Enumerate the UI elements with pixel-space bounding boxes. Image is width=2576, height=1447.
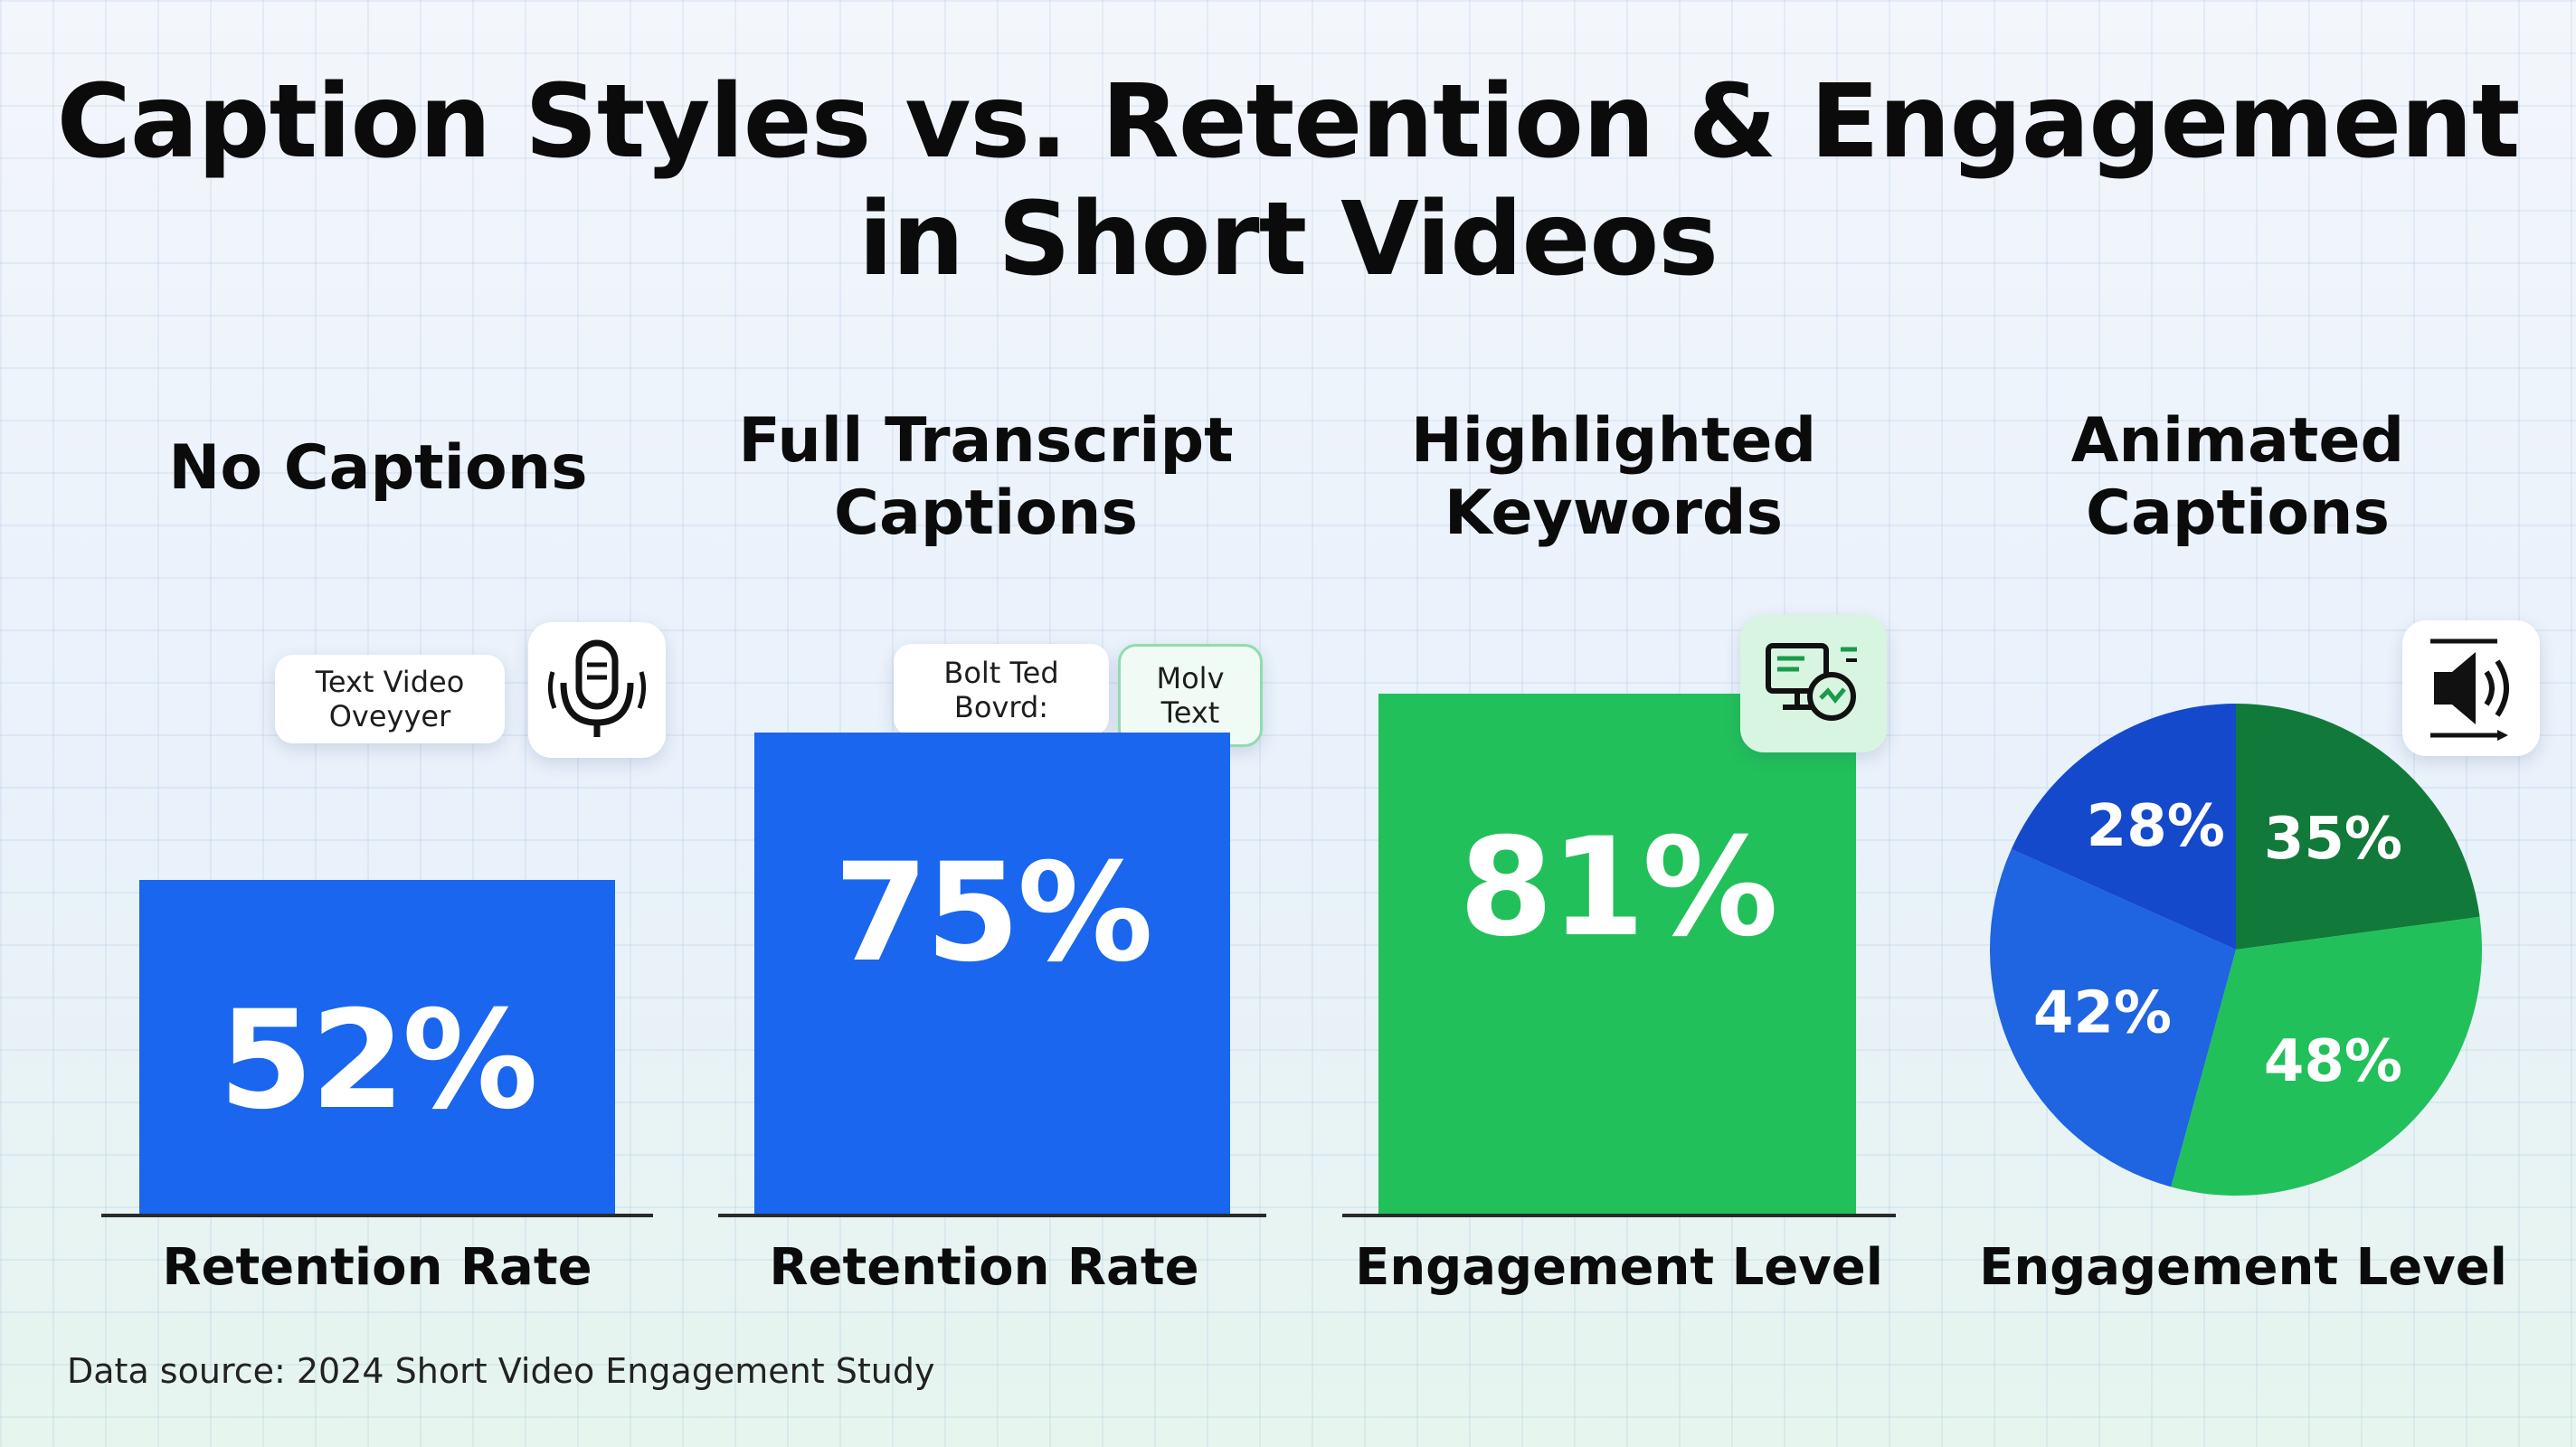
pie-slice-3 bbox=[2011, 704, 2236, 950]
panel-title-animated-captions-line-1: Animated bbox=[2070, 405, 2405, 477]
axis-label-no-captions: Retention Rate bbox=[162, 1238, 592, 1297]
callout-bolt-ted-text: Bolt Ted Bovrd: bbox=[943, 656, 1059, 724]
callout-text-video: Text Video Oveyyer bbox=[275, 655, 505, 743]
pie-chart-animated-captions: 35% 48% 42% 28% bbox=[1990, 704, 2482, 1196]
pie-slice-label-3: 28% bbox=[2087, 793, 2225, 860]
monitor-highlight-icon bbox=[1740, 615, 1887, 752]
bar-value-no-captions: 52% bbox=[218, 981, 538, 1140]
axis-label-animated-captions: Engagement Level bbox=[1979, 1238, 2507, 1297]
microphone-icon bbox=[528, 622, 666, 758]
callout-molv-text: Molv Text bbox=[1118, 644, 1263, 747]
bar-value-highlighted-keywords: 81% bbox=[1458, 809, 1778, 967]
axis-label-full-transcript: Retention Rate bbox=[769, 1238, 1199, 1297]
panel-title-full-transcript-line-1: Full Transcript bbox=[738, 405, 1234, 477]
baseline-highlighted-keywords bbox=[1342, 1214, 1896, 1217]
bar-full-transcript bbox=[754, 732, 1230, 1214]
callout-bolt-ted: Bolt Ted Bovrd: bbox=[894, 644, 1109, 756]
pie-slice-2 bbox=[1990, 848, 2236, 1187]
pie-slice-label-0: 35% bbox=[2264, 806, 2402, 873]
pie-slice-label-1: 48% bbox=[2264, 1028, 2402, 1095]
chart-title: Caption Styles vs. Retention & Engagemen… bbox=[0, 63, 2576, 298]
chart-title-line-2: in Short Videos bbox=[857, 181, 1719, 298]
panel-title-animated-captions-line-2: Captions bbox=[2086, 478, 2390, 549]
data-source-note: Data source: 2024 Short Video Engagement… bbox=[67, 1351, 935, 1391]
panel-title-full-transcript-line-2: Captions bbox=[834, 478, 1138, 549]
baseline-full-transcript bbox=[718, 1214, 1266, 1217]
panel-title-highlighted-keywords-line-2: Keywords bbox=[1444, 478, 1784, 549]
panel-title-animated-captions: Animated Captions bbox=[1921, 405, 2554, 550]
bar-highlighted-keywords bbox=[1378, 693, 1856, 1214]
speaker-icon bbox=[2402, 620, 2540, 756]
baseline-no-captions bbox=[101, 1214, 653, 1217]
panel-title-no-captions: No Captions bbox=[168, 432, 588, 504]
pie-slice-1 bbox=[2171, 916, 2482, 1196]
bar-value-full-transcript: 75% bbox=[833, 834, 1153, 992]
chart-title-line-1: Caption Styles vs. Retention & Engagemen… bbox=[56, 63, 2521, 181]
panel-title-full-transcript: Full Transcript Captions bbox=[669, 405, 1302, 550]
panel-title-highlighted-keywords: Highlighted Keywords bbox=[1297, 405, 1930, 550]
pie-slice-label-2: 42% bbox=[2033, 980, 2172, 1047]
panel-title-highlighted-keywords-line-1: Highlighted bbox=[1410, 405, 1817, 477]
bar-no-captions bbox=[139, 879, 615, 1214]
axis-label-highlighted-keywords: Engagement Level bbox=[1355, 1238, 1883, 1297]
pie-slice-0 bbox=[2236, 704, 2480, 950]
